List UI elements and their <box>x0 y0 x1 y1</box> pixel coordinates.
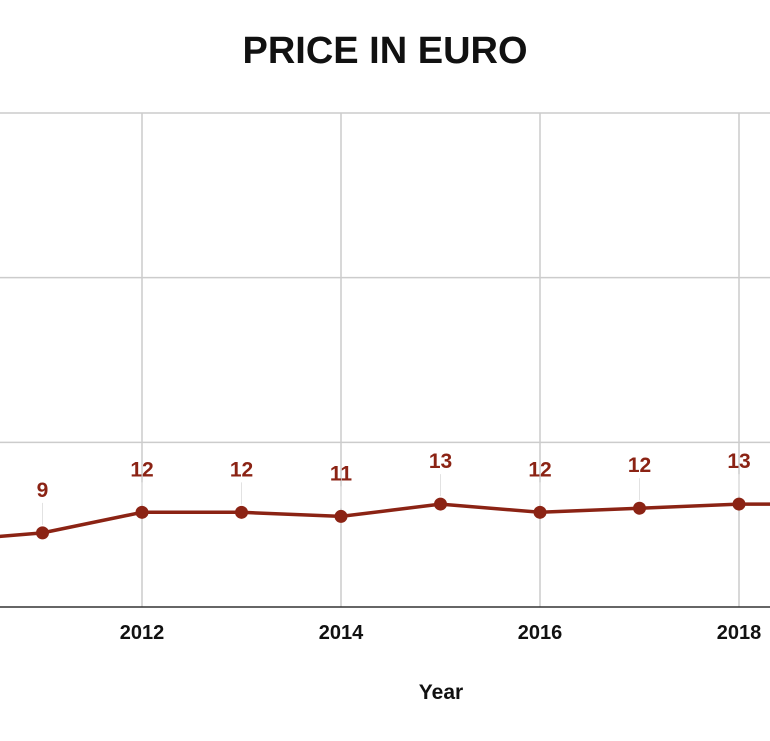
data-label: 12 <box>130 458 153 481</box>
series-line <box>0 502 770 539</box>
chart-title: PRICE IN EURO <box>242 30 528 72</box>
x-axis-title: Year <box>419 681 463 704</box>
data-point <box>334 509 348 523</box>
data-label-layer: 9 12 12 11 13 12 12 13 <box>37 450 751 525</box>
data-label: 13 <box>727 450 750 473</box>
data-point <box>533 505 547 519</box>
data-label: 9 <box>37 479 49 502</box>
data-point <box>135 505 149 519</box>
x-tick-label: 2014 <box>319 622 364 644</box>
data-label: 12 <box>230 458 253 481</box>
data-point <box>36 526 49 540</box>
data-point <box>434 497 447 511</box>
data-point <box>732 497 746 511</box>
series-layer <box>0 497 770 540</box>
axis-layer: 2012 2014 2016 2018 <box>0 606 770 644</box>
data-point <box>633 501 646 515</box>
data-label: 13 <box>429 450 452 473</box>
data-point <box>235 505 248 519</box>
data-label: 12 <box>528 458 551 481</box>
x-tick-label: 2018 <box>717 622 762 644</box>
x-tick-label: 2012 <box>120 622 165 644</box>
x-tick-label: 2016 <box>518 622 563 644</box>
data-label: 11 <box>330 462 353 485</box>
grid-layer <box>0 112 770 607</box>
data-label: 12 <box>628 454 651 477</box>
